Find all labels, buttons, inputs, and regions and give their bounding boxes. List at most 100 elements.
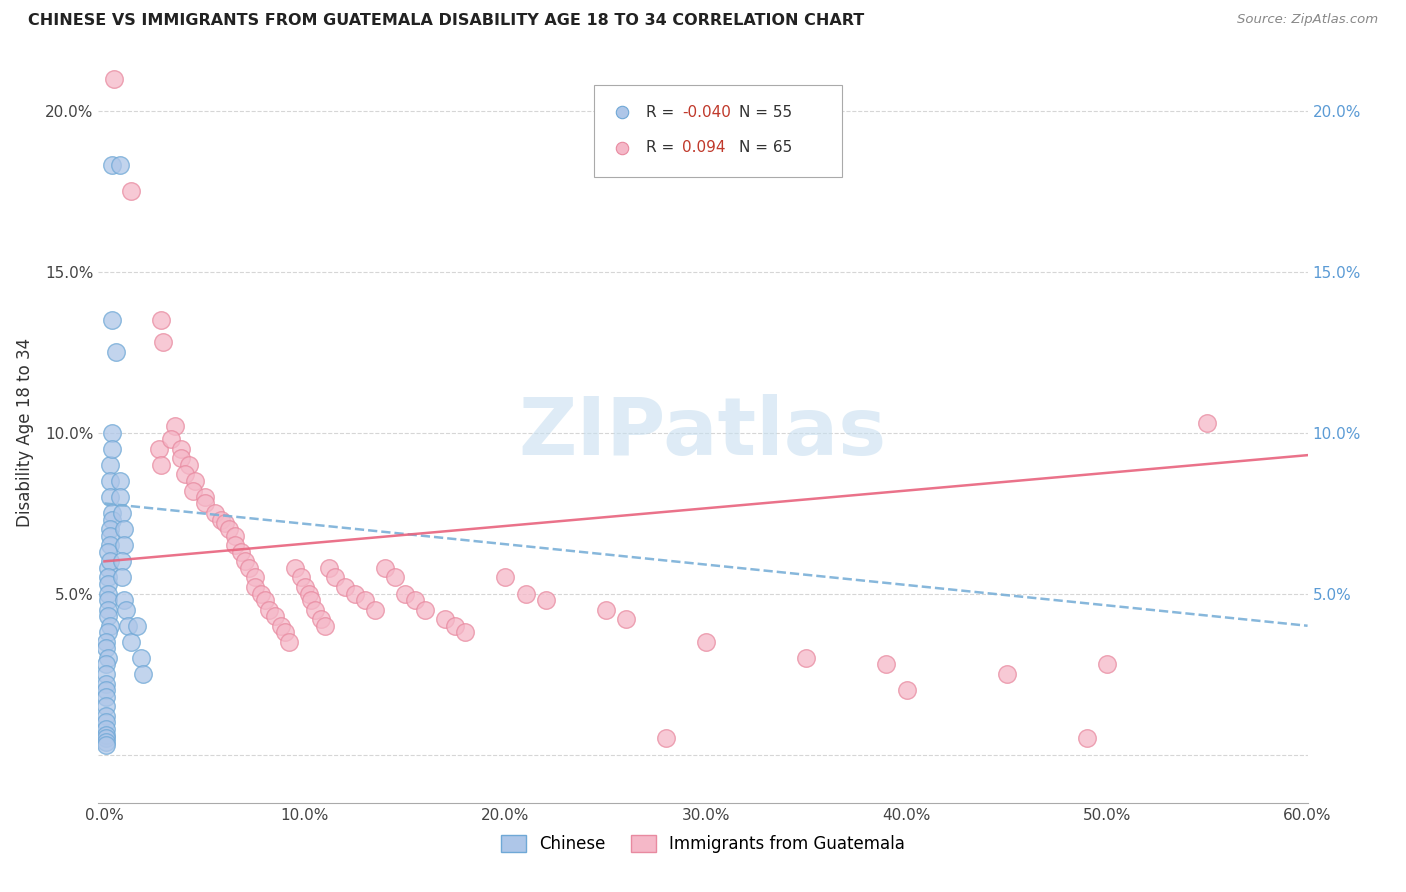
Text: N = 55: N = 55 (740, 104, 793, 120)
Y-axis label: Disability Age 18 to 34: Disability Age 18 to 34 (15, 338, 34, 527)
Point (131, 667, 153, 681)
Point (100, 528, 122, 542)
Point (96, 635, 118, 649)
Point (169, 451, 191, 466)
Point (614, 612, 637, 626)
Point (655, 731, 678, 746)
Point (103, 71, 125, 86)
Point (444, 619, 467, 633)
Point (298, 586, 321, 600)
Point (111, 554, 134, 568)
Point (394, 586, 416, 600)
Text: 0.094: 0.094 (682, 140, 725, 155)
Point (404, 593, 426, 607)
Point (194, 490, 217, 504)
Point (515, 586, 537, 600)
FancyBboxPatch shape (595, 85, 842, 178)
Point (149, 313, 172, 327)
Point (183, 474, 205, 488)
Text: CHINESE VS IMMIGRANTS FROM GUATEMALA DISABILITY AGE 18 TO 34 CORRELATION CHART: CHINESE VS IMMIGRANTS FROM GUATEMALA DIS… (28, 13, 865, 29)
Point (96, 728, 118, 742)
Point (96, 676, 118, 690)
Point (299, 593, 322, 607)
Point (114, 538, 136, 552)
Point (204, 506, 226, 520)
Point (96, 641, 118, 656)
Legend: Chinese, Immigrants from Guatemala: Chinese, Immigrants from Guatemala (492, 826, 914, 861)
Point (274, 625, 297, 640)
Point (354, 593, 377, 607)
Point (152, 335, 174, 350)
Point (111, 506, 134, 520)
Point (97, 651, 120, 665)
Point (96, 738, 118, 752)
Point (114, 593, 136, 607)
Point (100, 458, 122, 472)
Point (96, 690, 118, 704)
Point (101, 158, 124, 172)
Point (111, 570, 134, 584)
Point (875, 657, 897, 672)
Point (114, 522, 136, 536)
Point (454, 625, 477, 640)
Point (333, 580, 356, 594)
Point (304, 602, 326, 616)
Point (177, 458, 200, 472)
Point (149, 458, 172, 472)
Point (115, 602, 138, 616)
Point (97, 625, 120, 640)
Point (534, 593, 557, 607)
Point (148, 442, 170, 456)
Point (100, 490, 122, 504)
Point (96, 683, 118, 698)
Point (233, 554, 256, 568)
Point (97, 561, 120, 575)
Point (896, 683, 918, 698)
Point (101, 506, 124, 520)
Point (1197, 416, 1219, 430)
Point (250, 586, 273, 600)
Point (96, 731, 118, 746)
Point (413, 602, 436, 616)
Point (314, 619, 336, 633)
Point (101, 313, 124, 327)
Point (96, 715, 118, 730)
Point (97, 577, 120, 591)
Text: ZIPatlas: ZIPatlas (519, 393, 887, 472)
Point (253, 593, 276, 607)
Text: R =: R = (647, 140, 679, 155)
Point (100, 554, 122, 568)
Point (100, 538, 122, 552)
Point (294, 580, 316, 594)
Point (224, 538, 246, 552)
Point (364, 602, 387, 616)
Point (97, 593, 120, 607)
Point (214, 516, 236, 530)
Point (120, 184, 142, 198)
Point (101, 425, 124, 440)
Point (96, 657, 118, 672)
Point (97, 609, 120, 624)
Point (270, 619, 292, 633)
Point (290, 570, 312, 584)
Point (159, 432, 181, 446)
Point (318, 561, 340, 575)
Point (323, 570, 346, 584)
Point (794, 651, 817, 665)
Point (309, 612, 332, 626)
Point (97, 602, 120, 616)
Point (110, 158, 132, 172)
Point (96, 667, 118, 681)
Point (495, 570, 517, 584)
Point (105, 345, 128, 359)
Point (100, 619, 122, 633)
Point (97, 570, 120, 584)
Point (110, 490, 132, 504)
Point (97, 586, 120, 600)
Point (129, 651, 152, 665)
Point (100, 522, 122, 536)
Text: -0.040: -0.040 (682, 104, 731, 120)
Point (1095, 657, 1118, 672)
Text: R =: R = (647, 104, 679, 120)
Point (181, 483, 204, 498)
